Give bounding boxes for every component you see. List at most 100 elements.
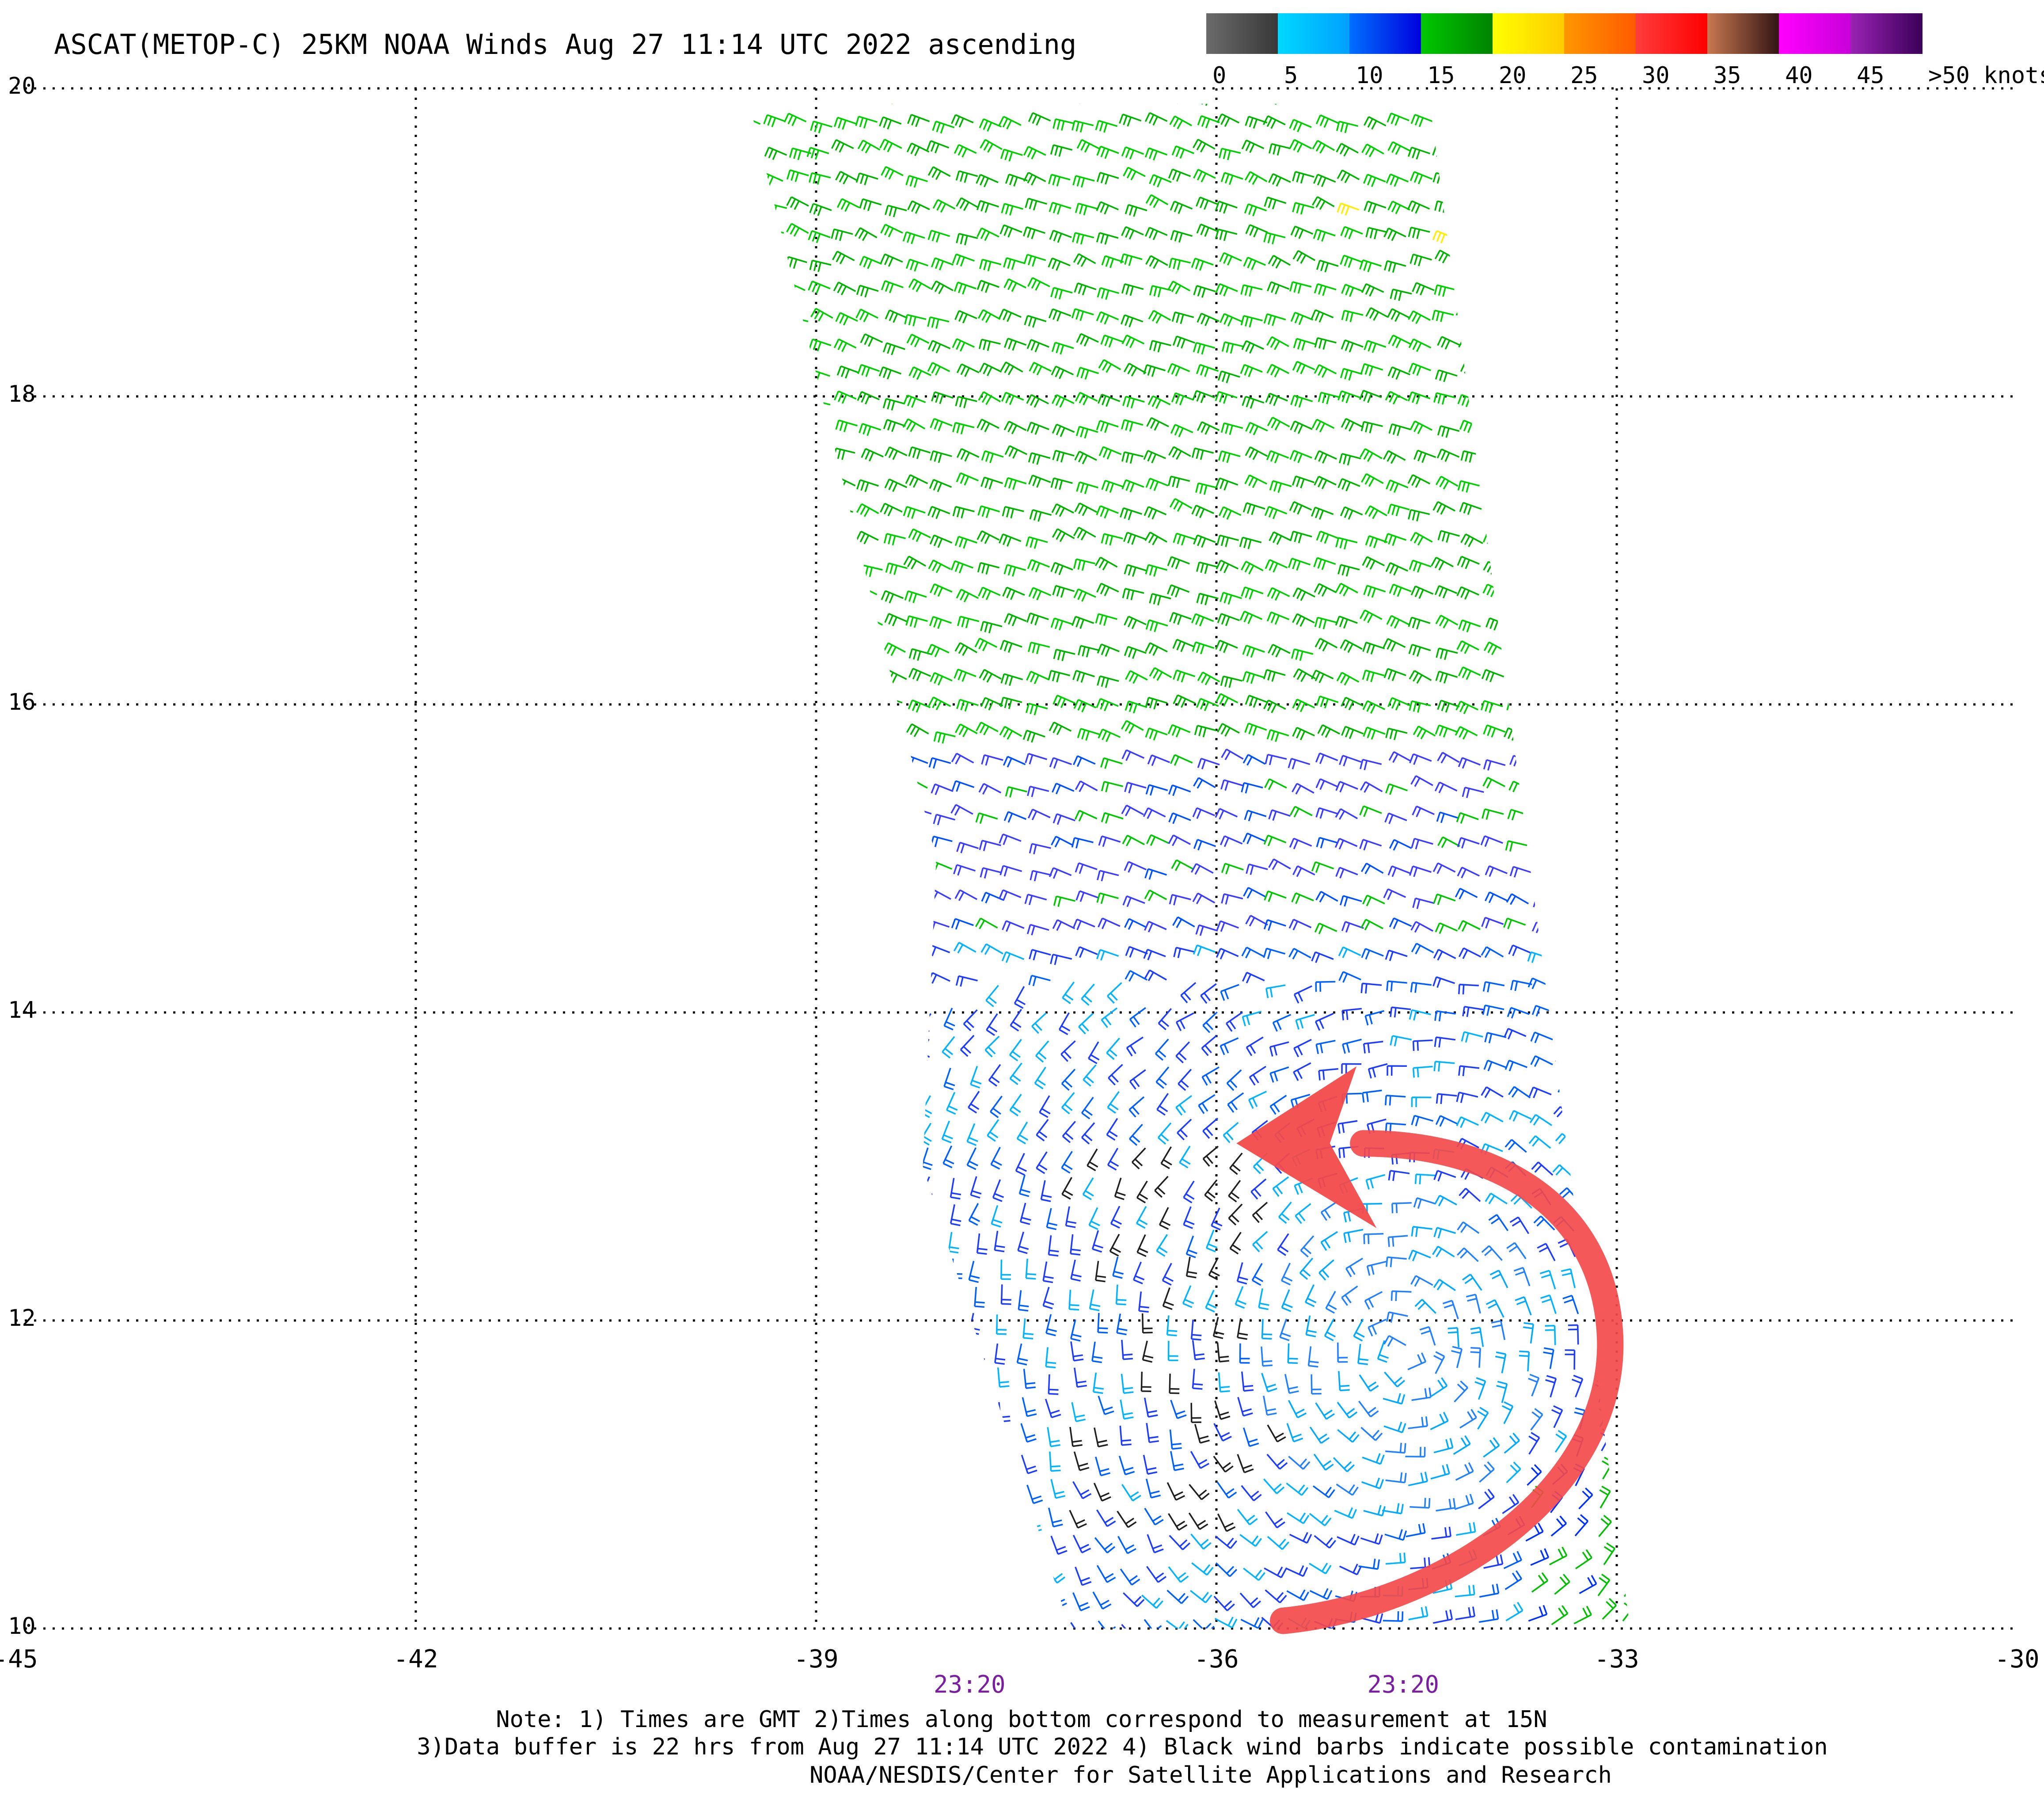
wind-barb bbox=[749, 1484, 751, 1504]
wind-barb bbox=[1509, 586, 1532, 599]
wind-barb bbox=[762, 449, 785, 462]
wind-barb bbox=[1268, 809, 1291, 821]
wind-barb bbox=[828, 1567, 843, 1587]
wind-barb bbox=[718, 890, 739, 901]
wind-barb bbox=[1313, 557, 1336, 570]
wind-barb bbox=[1109, 1233, 1121, 1257]
wind-barb bbox=[1437, 425, 1460, 438]
wind-barb bbox=[1123, 362, 1147, 377]
wind-barb bbox=[1505, 840, 1527, 852]
wind-barb bbox=[1292, 361, 1315, 374]
wind-barb bbox=[1121, 1624, 1143, 1629]
wind-barb bbox=[1241, 1371, 1254, 1392]
wind-barb bbox=[1478, 1488, 1495, 1510]
wind-barb bbox=[1313, 228, 1336, 242]
wind-barb bbox=[789, 946, 812, 958]
wind-barb bbox=[1192, 447, 1214, 460]
wind-barb bbox=[849, 1122, 861, 1146]
wind-barb bbox=[805, 1066, 817, 1088]
wind-barb bbox=[1217, 723, 1240, 737]
wind-barb bbox=[1241, 139, 1265, 153]
wind-barb bbox=[1340, 639, 1363, 653]
wind-barb bbox=[981, 754, 1003, 766]
wind-barb bbox=[1096, 582, 1119, 597]
wind-barb bbox=[1505, 423, 1528, 437]
wind-barb bbox=[1045, 1399, 1061, 1419]
wind-barb bbox=[1387, 308, 1410, 322]
wind-barb bbox=[974, 1373, 988, 1393]
wind-barb bbox=[1146, 834, 1169, 846]
wind-barb bbox=[734, 1236, 745, 1257]
wind-barb bbox=[1183, 1180, 1195, 1203]
wind-barb bbox=[1458, 619, 1481, 632]
wind-barb bbox=[930, 835, 953, 847]
wind-barb bbox=[1539, 1270, 1556, 1290]
wind-barb bbox=[1432, 1610, 1453, 1624]
wind-barb bbox=[788, 891, 811, 903]
wind-barb bbox=[1182, 1285, 1194, 1308]
wind-barb bbox=[900, 1173, 911, 1196]
wind-barb bbox=[908, 366, 931, 380]
wind-barb bbox=[1602, 529, 1625, 543]
wind-barb bbox=[859, 255, 882, 269]
wind-barb bbox=[998, 1402, 1011, 1423]
wind-barb bbox=[1483, 561, 1506, 575]
wind-barb bbox=[1314, 450, 1337, 464]
wind-barb bbox=[929, 616, 952, 629]
wind-barb bbox=[1578, 167, 1601, 181]
wind-barb bbox=[1292, 587, 1315, 601]
wind-barb bbox=[1316, 837, 1339, 849]
wind-barb bbox=[1023, 146, 1046, 160]
wind-barb bbox=[1095, 1261, 1106, 1282]
wind-barb bbox=[831, 89, 853, 102]
wind-barb bbox=[1555, 532, 1579, 546]
wind-barb bbox=[1167, 724, 1191, 738]
wind-barb bbox=[1220, 592, 1242, 605]
wind-barb bbox=[749, 670, 762, 683]
wind-barb bbox=[1075, 946, 1098, 958]
wind-barb bbox=[883, 419, 906, 432]
wind-barb bbox=[761, 395, 784, 408]
wind-barb bbox=[782, 1318, 794, 1339]
wind-barb bbox=[1315, 778, 1338, 790]
wind-barb bbox=[927, 316, 950, 329]
wind-barb bbox=[1437, 752, 1460, 764]
wind-barb bbox=[824, 1068, 836, 1092]
wind-barb bbox=[1097, 287, 1120, 300]
x-tick-label: -42 bbox=[393, 1645, 438, 1674]
wind-barb bbox=[1558, 89, 1579, 101]
wind-barb bbox=[1049, 867, 1072, 879]
wind-barb bbox=[1052, 118, 1075, 131]
wind-barb bbox=[804, 1178, 815, 1199]
wind-barb bbox=[1243, 1568, 1265, 1581]
wind-barb bbox=[1071, 120, 1094, 133]
wind-barb bbox=[736, 1208, 746, 1228]
wind-barb bbox=[1281, 1289, 1293, 1312]
wind-barb bbox=[904, 314, 927, 327]
wind-barb bbox=[1433, 1438, 1454, 1454]
wind-barb bbox=[1620, 1511, 1630, 1535]
wind-barb bbox=[1602, 304, 1625, 319]
wind-barb bbox=[1144, 112, 1168, 126]
wind-barb bbox=[807, 369, 830, 382]
wind-barb bbox=[1364, 1291, 1383, 1310]
wind-barb bbox=[1456, 285, 1479, 298]
wind-barb bbox=[1318, 392, 1340, 404]
wind-barb bbox=[1288, 1400, 1307, 1419]
wind-barb bbox=[749, 1506, 752, 1526]
wind-barb bbox=[1482, 776, 1505, 789]
wind-barb bbox=[1175, 1095, 1193, 1116]
wind-barb bbox=[1172, 639, 1195, 652]
wind-barb bbox=[1385, 727, 1408, 740]
wind-barb bbox=[1221, 341, 1244, 354]
wind-barb bbox=[784, 529, 807, 542]
wind-barb bbox=[879, 116, 902, 130]
wind-barb bbox=[1248, 1091, 1267, 1109]
wind-barb bbox=[1024, 315, 1047, 328]
wind-barb bbox=[1528, 147, 1552, 160]
wind-barb bbox=[1289, 139, 1312, 153]
wind-barb bbox=[836, 198, 860, 212]
wind-barb bbox=[809, 259, 832, 272]
wind-barb bbox=[1470, 1347, 1481, 1368]
wind-barb bbox=[1508, 308, 1531, 322]
